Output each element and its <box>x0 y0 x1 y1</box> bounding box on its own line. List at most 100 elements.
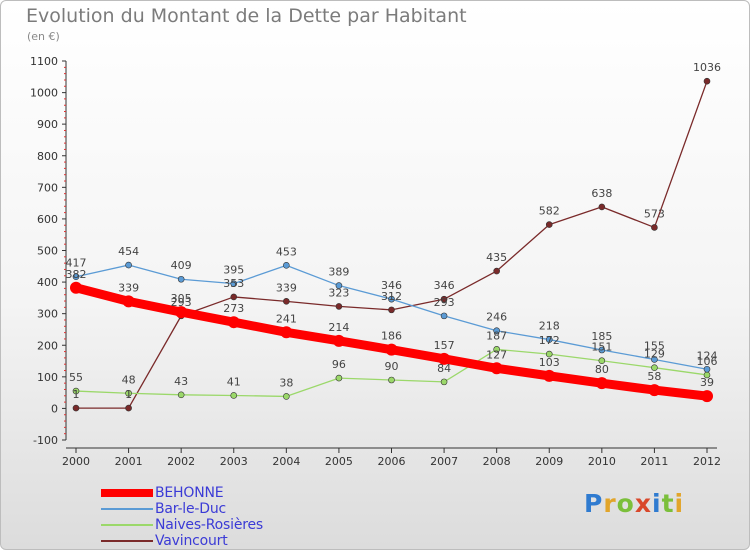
proxiti-logo: Proxiti <box>584 489 685 518</box>
x-tick-label: 2011 <box>640 455 668 468</box>
data-point-vavincourt <box>335 303 343 310</box>
legend-label: Bar-le-Duc <box>155 501 227 517</box>
data-label-naives-rosi-res: 48 <box>122 373 136 386</box>
y-tick-label: 900 <box>37 118 58 131</box>
data-label-naives-rosi-res: 96 <box>332 358 346 371</box>
x-tick-label: 2009 <box>535 455 563 468</box>
data-point-bar-le-duc <box>598 346 606 354</box>
legend-swatch <box>101 540 153 542</box>
chart-unit-label: (en €) <box>27 30 60 43</box>
data-point-behonne <box>227 316 240 329</box>
data-point-bar-le-duc <box>651 356 658 363</box>
y-tick-label: -100 <box>33 434 58 447</box>
y-tick-label: 100 <box>37 371 58 384</box>
y-tick-label: 200 <box>37 339 58 352</box>
legend-label: Vavincourt <box>155 533 228 549</box>
data-point-naives-rosi-res <box>493 346 500 353</box>
data-point-naives-rosi-res <box>440 378 448 386</box>
legend-label: Naives-Rosières <box>155 517 264 533</box>
y-tick-label: 600 <box>37 213 58 226</box>
data-point-behonne <box>595 377 608 390</box>
x-tick-label: 2002 <box>167 455 195 468</box>
data-label-behonne: 186 <box>381 330 402 343</box>
data-point-naives-rosi-res <box>230 392 238 399</box>
data-point-naives-rosi-res <box>177 391 185 399</box>
data-point-behonne <box>385 343 398 356</box>
data-label-vavincourt: 1 <box>125 388 132 401</box>
data-point-behonne <box>122 295 135 308</box>
x-tick-label: 2008 <box>483 455 511 468</box>
data-point-behonne <box>543 369 556 382</box>
data-label-behonne: 305 <box>171 292 192 305</box>
data-label-behonne: 241 <box>276 312 297 325</box>
data-point-behonne <box>332 334 345 347</box>
y-tick-label: 1100 <box>30 55 58 68</box>
data-point-bar-le-duc <box>440 312 448 320</box>
data-point-naives-rosi-res <box>283 393 290 400</box>
data-label-naives-rosi-res: 55 <box>69 371 83 384</box>
data-label-bar-le-duc: 453 <box>276 245 297 258</box>
x-tick-label: 2004 <box>272 455 300 468</box>
data-point-naives-rosi-res <box>651 364 658 371</box>
y-tick-label: 0 <box>51 402 58 415</box>
data-label-bar-le-duc: 454 <box>118 245 139 258</box>
data-label-naives-rosi-res: 106 <box>697 355 718 368</box>
data-label-vavincourt: 573 <box>644 207 665 220</box>
y-tick-label: 700 <box>37 181 58 194</box>
data-point-bar-le-duc <box>703 365 711 373</box>
data-point-behonne <box>280 326 293 339</box>
data-point-bar-le-duc <box>230 280 238 287</box>
x-tick-label: 2012 <box>693 455 721 468</box>
legend-label: BEHONNE <box>155 485 224 501</box>
data-point-naives-rosi-res <box>335 374 343 382</box>
data-label-behonne: 58 <box>647 370 661 383</box>
data-label-naives-rosi-res: 43 <box>174 375 188 388</box>
data-point-behonne <box>490 362 503 375</box>
x-tick-label: 2006 <box>378 455 406 468</box>
data-label-behonne: 80 <box>595 363 609 376</box>
data-label-behonne: 39 <box>700 376 714 389</box>
x-tick-label: 2001 <box>115 455 143 468</box>
data-label-bar-le-duc: 124 <box>697 349 718 362</box>
data-point-bar-le-duc <box>335 282 343 289</box>
data-point-vavincourt <box>651 224 658 231</box>
data-label-behonne: 157 <box>434 339 455 352</box>
legend-swatch <box>101 489 153 497</box>
data-point-vavincourt <box>230 293 238 301</box>
data-point-naives-rosi-res <box>598 357 606 365</box>
x-tick-label: 2007 <box>430 455 458 468</box>
data-point-vavincourt <box>598 203 606 211</box>
data-point-bar-le-duc <box>283 262 290 269</box>
data-point-bar-le-duc <box>72 273 80 281</box>
data-label-vavincourt: 323 <box>328 286 349 299</box>
data-label-naives-rosi-res: 41 <box>227 375 241 388</box>
data-label-behonne: 214 <box>328 321 349 334</box>
data-point-naives-rosi-res <box>388 376 395 384</box>
data-point-behonne <box>175 306 188 319</box>
data-label-behonne: 127 <box>486 348 507 361</box>
data-label-behonne: 382 <box>66 268 87 281</box>
data-point-behonne <box>438 352 451 365</box>
x-tick-label: 2010 <box>588 455 616 468</box>
data-label-bar-le-duc: 389 <box>328 266 349 279</box>
chart-title: Evolution du Montant de la Dette par Hab… <box>26 5 467 27</box>
y-tick-label: 400 <box>37 276 58 289</box>
data-label-behonne: 103 <box>539 356 560 369</box>
data-label-bar-le-duc: 417 <box>66 257 87 270</box>
y-tick-label: 800 <box>37 150 58 163</box>
data-point-vavincourt <box>125 404 132 412</box>
y-tick-label: 300 <box>37 308 58 321</box>
data-point-bar-le-duc <box>125 261 132 269</box>
data-label-naives-rosi-res: 172 <box>539 334 560 347</box>
data-label-naives-rosi-res: 151 <box>591 341 612 354</box>
data-label-vavincourt: 339 <box>276 281 297 294</box>
data-label-naives-rosi-res: 38 <box>279 376 293 389</box>
data-point-bar-le-duc <box>545 336 553 343</box>
data-point-behonne <box>648 384 661 397</box>
data-label-vavincourt: 1 <box>73 388 80 401</box>
data-label-bar-le-duc: 185 <box>591 330 612 343</box>
data-point-naives-rosi-res <box>125 389 132 397</box>
data-label-naives-rosi-res: 187 <box>486 329 507 342</box>
